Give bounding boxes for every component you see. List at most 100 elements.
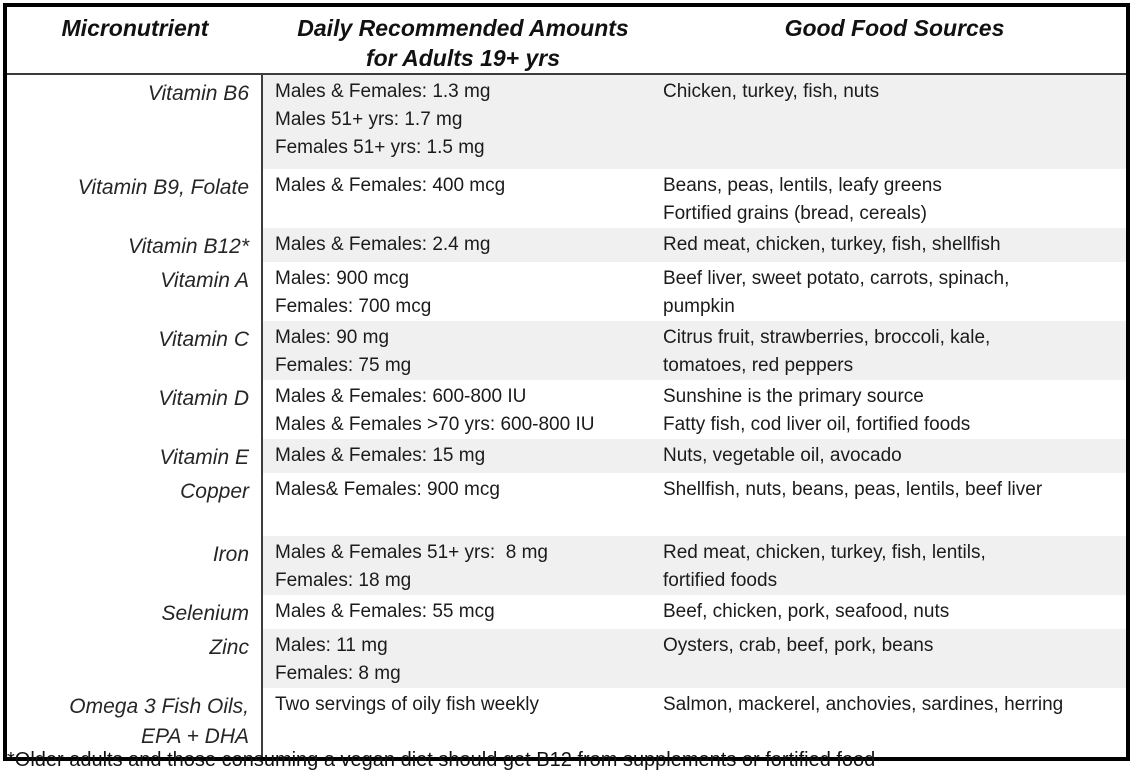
amount-line: Males & Females: 55 mcg <box>275 601 495 622</box>
nutrient-name: Iron <box>7 536 263 595</box>
amounts-cell: Males: 90 mg Females: 75 mg <box>275 324 663 380</box>
amount-line: Males: 11 mg <box>275 635 388 656</box>
row-content: Two servings of oily fish weekly Salmon, … <box>263 688 1126 757</box>
nutrient-name: Selenium <box>7 595 263 629</box>
table-row: Zinc Males: 11 mg Females: 8 mg Oysters, cr… <box>7 629 1126 688</box>
sources-cell: Sunshine is the primary source Fatty fish… <box>663 383 1126 439</box>
amount-line: Females: 18 mg <box>275 570 412 591</box>
nutrient-name: Vitamin B9, Folate <box>7 169 263 228</box>
source-line: Chicken, turkey, fish, nuts <box>663 81 880 102</box>
sources-cell: Shellfish, nuts, beans, peas, lentils, b… <box>663 476 1126 536</box>
table-row: Vitamin B9, Folate Males & Females: 400 m… <box>7 169 1126 228</box>
amount-line: Males 51+ yrs: 1.7 mg <box>275 109 463 130</box>
source-line: Red meat, chicken, turkey, fish, shellfi… <box>663 234 1001 255</box>
source-line: Citrus fruit, strawberries, broccoli, ka… <box>663 327 991 348</box>
amounts-cell: Males & Females: 2.4 mg <box>275 231 663 262</box>
source-line: Salmon, mackerel, anchovies, sardines, h… <box>663 694 1064 715</box>
amount-line: Males & Females 51+ yrs: 8 mg <box>275 542 548 563</box>
sources-cell: Citrus fruit, strawberries, broccoli, ka… <box>663 324 1126 380</box>
sources-cell: Red meat, chicken, turkey, fish, lentils… <box>663 539 1126 595</box>
amounts-cell: Males & Females: 55 mcg <box>275 598 663 629</box>
source-line: Red meat, chicken, turkey, fish, lentils… <box>663 542 986 563</box>
source-line: tomatoes, red peppers <box>663 355 854 376</box>
table-row: Vitamin A Males: 900 mcg Females: 700 mcg B… <box>7 262 1126 321</box>
table-row: Omega 3 Fish Oils, EPA + DHA Two servings… <box>7 688 1126 757</box>
header-micronutrient: Micronutrient <box>61 15 209 41</box>
nutrient-name: Vitamin E <box>7 439 263 473</box>
source-line: Oysters, crab, beef, pork, beans <box>663 635 934 656</box>
amount-line: Two servings of oily fish weekly <box>275 694 539 715</box>
sources-cell: Beef, chicken, pork, seafood, nuts <box>663 598 1126 629</box>
sources-cell: Beef liver, sweet potato, carrots, spina… <box>663 265 1126 321</box>
amount-line: Males & Females: 600-800 IU <box>275 386 527 407</box>
amount-line: Males & Females >70 yrs: 600-800 IU <box>275 414 595 435</box>
amount-line: Males: 90 mg <box>275 327 390 348</box>
amount-line: Males & Females: 400 mcg <box>275 175 506 196</box>
footnote-b12: *Older adults and those consuming a vega… <box>7 749 876 771</box>
table-row: Copper Males& Females: 900 mcg Shellfish, … <box>7 473 1126 536</box>
row-content: Males & Females: 400 mcg Beans, peas, len… <box>263 169 1126 228</box>
row-content: Males & Females 51+ yrs: 8 mg Females: 18… <box>263 536 1126 595</box>
amount-line: Males & Females: 15 mg <box>275 445 486 466</box>
nutrient-name: Omega 3 Fish Oils, EPA + DHA <box>7 688 263 757</box>
amounts-cell: Males& Females: 900 mcg <box>275 476 663 536</box>
source-line: Shellfish, nuts, beans, peas, lentils, b… <box>663 479 1043 500</box>
source-line: Beef liver, sweet potato, carrots, spina… <box>663 268 1010 289</box>
header-daily-recommended-amounts: Daily Recommended Amounts for Adults 19+… <box>297 15 629 71</box>
amount-line: Females: 700 mcg <box>275 296 432 317</box>
sources-cell: Beans, peas, lentils, leafy greens Fortif… <box>663 172 1126 228</box>
source-line: Beans, peas, lentils, leafy greens <box>663 175 942 196</box>
nutrient-name: Vitamin B12* <box>7 228 263 262</box>
amounts-cell: Males: 11 mg Females: 8 mg <box>275 632 663 688</box>
row-content: Males & Females: 15 mg Nuts, vegetable oi… <box>263 439 1126 473</box>
amount-line: Males& Females: 900 mcg <box>275 479 500 500</box>
sources-cell: Chicken, turkey, fish, nuts <box>663 78 1126 169</box>
amounts-cell: Males & Females: 600-800 IU Males & Femal… <box>275 383 663 439</box>
table-header-row: Micronutrient Daily Recommended Amounts … <box>7 7 1126 75</box>
nutrient-name: Zinc <box>7 629 263 688</box>
table-row: Selenium Males & Females: 55 mcg Beef, chi… <box>7 595 1126 629</box>
source-line: Beef, chicken, pork, seafood, nuts <box>663 601 950 622</box>
micronutrient-table: Micronutrient Daily Recommended Amounts … <box>3 3 1130 761</box>
row-content: Males & Females: 2.4 mg Red meat, chicken… <box>263 228 1126 262</box>
amount-line: Females: 75 mg <box>275 355 412 376</box>
table-row: Vitamin C Males: 90 mg Females: 75 mg Citru… <box>7 321 1126 380</box>
table-row: Vitamin B12* Males & Females: 2.4 mg Red m… <box>7 228 1126 262</box>
table-row: Vitamin D Males & Females: 600-800 IU Male… <box>7 380 1126 439</box>
header-good-food-sources: Good Food Sources <box>784 15 1005 41</box>
source-line: Fatty fish, cod liver oil, fortified foo… <box>663 414 971 435</box>
sources-cell: Red meat, chicken, turkey, fish, shellfi… <box>663 231 1126 262</box>
amount-line: Females: 8 mg <box>275 663 401 684</box>
source-line: pumpkin <box>663 296 735 317</box>
nutrient-name: Vitamin C <box>7 321 263 380</box>
amounts-cell: Males: 900 mcg Females: 700 mcg <box>275 265 663 321</box>
source-line: Sunshine is the primary source <box>663 386 924 407</box>
nutrient-name: Vitamin A <box>7 262 263 321</box>
row-content: Males& Females: 900 mcg Shellfish, nuts, … <box>263 473 1126 536</box>
nutrient-name: Copper <box>7 473 263 536</box>
source-line: Fortified grains (bread, cereals) <box>663 203 927 224</box>
table-row: Vitamin E Males & Females: 15 mg Nuts, veg… <box>7 439 1126 473</box>
sources-cell: Salmon, mackerel, anchovies, sardines, h… <box>663 691 1126 757</box>
row-content: Males: 90 mg Females: 75 mg Citrus fruit, … <box>263 321 1126 380</box>
row-content: Males: 900 mcg Females: 700 mcg Beef liver… <box>263 262 1126 321</box>
amount-line: Females 51+ yrs: 1.5 mg <box>275 137 485 158</box>
nutrient-name: Vitamin B6 <box>7 75 263 169</box>
row-content: Males: 11 mg Females: 8 mg Oysters, crab, … <box>263 629 1126 688</box>
source-line: Nuts, vegetable oil, avocado <box>663 445 902 466</box>
table-row: Iron Males & Females 51+ yrs: 8 mg Females… <box>7 536 1126 595</box>
table-body: Vitamin B6 Males & Females: 1.3 mg Males 5… <box>7 75 1126 757</box>
sources-cell: Nuts, vegetable oil, avocado <box>663 442 1126 473</box>
sources-cell: Oysters, crab, beef, pork, beans <box>663 632 1126 688</box>
amount-line: Males & Females: 1.3 mg <box>275 81 491 102</box>
amounts-cell: Males & Females 51+ yrs: 8 mg Females: 18… <box>275 539 663 595</box>
source-line: fortified foods <box>663 570 778 591</box>
row-content: Males & Females: 600-800 IU Males & Femal… <box>263 380 1126 439</box>
amount-line: Males & Females: 2.4 mg <box>275 234 491 255</box>
nutrient-name: Vitamin D <box>7 380 263 439</box>
row-content: Males & Females: 1.3 mg Males 51+ yrs: 1.… <box>263 75 1126 169</box>
table-row: Vitamin B6 Males & Females: 1.3 mg Males 5… <box>7 75 1126 169</box>
amounts-cell: Males & Females: 1.3 mg Males 51+ yrs: 1.… <box>275 78 663 169</box>
row-content: Males & Females: 55 mcg Beef, chicken, po… <box>263 595 1126 629</box>
